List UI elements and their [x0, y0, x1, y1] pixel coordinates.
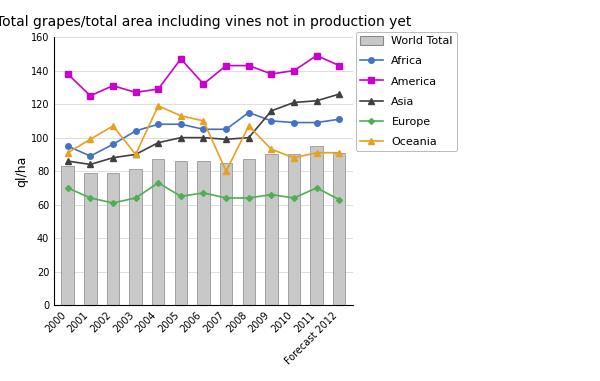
- Bar: [310, 146, 323, 305]
- Bar: [197, 161, 210, 305]
- Bar: [130, 170, 142, 305]
- Bar: [220, 163, 232, 305]
- Bar: [152, 159, 164, 305]
- Legend: World Total, Africa, America, Asia, Europe, Oceania: World Total, Africa, America, Asia, Euro…: [356, 32, 457, 151]
- Bar: [288, 154, 300, 305]
- Y-axis label: ql/ha: ql/ha: [15, 155, 28, 187]
- Bar: [175, 161, 187, 305]
- Bar: [61, 166, 74, 305]
- Title: Total grapes/total area including vines not in production yet: Total grapes/total area including vines …: [0, 15, 411, 29]
- Bar: [107, 173, 119, 305]
- Bar: [242, 159, 255, 305]
- Bar: [265, 154, 278, 305]
- Bar: [84, 173, 97, 305]
- Bar: [333, 153, 346, 305]
